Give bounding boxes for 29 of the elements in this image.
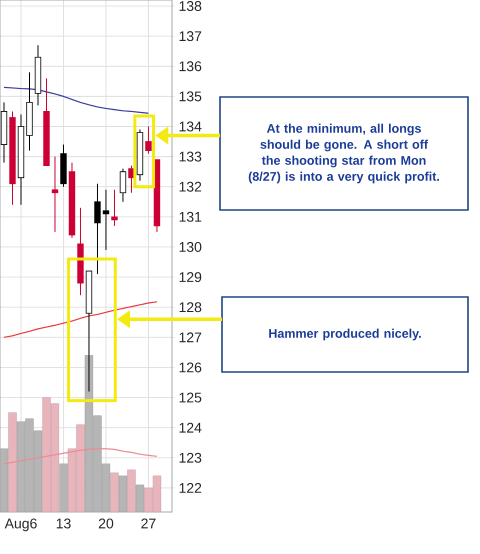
candlestick — [94, 183, 101, 275]
y-tick-label: 123 — [180, 452, 202, 463]
candlestick — [145, 126, 152, 154]
y-tick-label: 122 — [180, 483, 202, 493]
x-tick-label: 13 — [56, 518, 71, 528]
y-tick-label: 138 — [180, 1, 202, 11]
y-tick-label: 125 — [180, 392, 202, 403]
y-tick-label: 127 — [180, 332, 202, 342]
y-tick-label: 126 — [180, 362, 202, 372]
candlestick — [120, 168, 126, 202]
y-tick-label: 130 — [180, 242, 202, 252]
text: Hammer produced nicely. — [269, 328, 421, 340]
y-tick-label: 129 — [180, 272, 202, 282]
y-tick-label: 137 — [180, 31, 202, 42]
y-tick-label: 124 — [180, 422, 202, 433]
y-tick-label: 132 — [180, 182, 202, 192]
y-tick-label: 136 — [180, 61, 202, 72]
candlestick — [111, 189, 118, 226]
x-tick-label: 27 — [141, 518, 156, 528]
line-series — [3, 86, 150, 114]
text: At the minimum, all longs should be gone. A short off the shooting star from Mon (8/27) is into a very quick profit. — [248, 124, 439, 184]
y-tick-label: 128 — [180, 302, 202, 312]
y-tick-label: 133 — [180, 152, 202, 162]
y-tick-label: 134 — [180, 122, 202, 132]
line-series — [3, 301, 158, 338]
x-tick-label: 20 — [98, 518, 114, 528]
x-tick-label: Aug6 — [4, 518, 37, 532]
y-tick-label: 135 — [180, 91, 202, 102]
y-tick-label: 131 — [180, 212, 202, 222]
